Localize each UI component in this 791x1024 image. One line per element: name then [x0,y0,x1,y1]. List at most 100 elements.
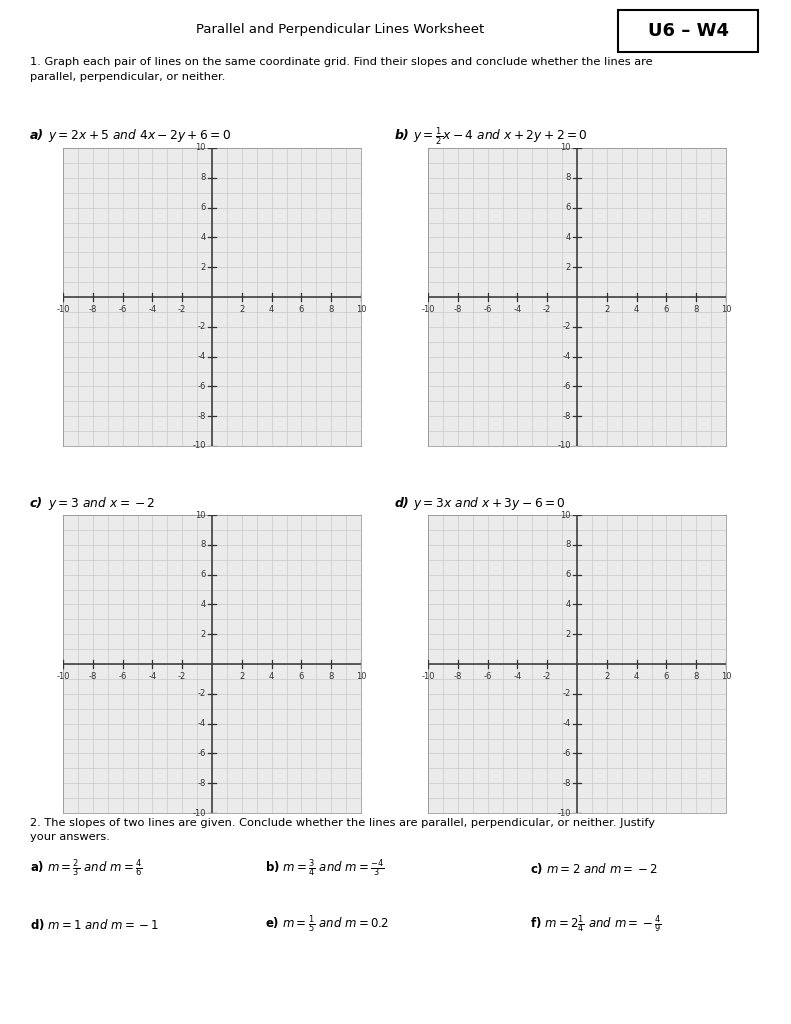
Text: 8: 8 [201,541,206,549]
Text: 6: 6 [664,672,669,681]
Text: c): c) [30,498,44,511]
Text: -8: -8 [562,412,571,421]
Text: 4: 4 [566,600,571,609]
Text: -4: -4 [562,352,571,361]
Text: -10: -10 [422,672,435,681]
Text: -10: -10 [192,441,206,451]
Text: 4: 4 [566,232,571,242]
Text: -2: -2 [198,689,206,698]
Text: 2: 2 [201,263,206,271]
Text: $\mathbf{c)}\ m = 2\ \mathit{and}\ m = -2$: $\mathbf{c)}\ m = 2\ \mathit{and}\ m = -… [530,860,658,876]
Text: -2: -2 [543,672,551,681]
Text: 4: 4 [269,305,274,314]
Text: 10: 10 [721,672,731,681]
Text: 4: 4 [634,305,639,314]
Text: 4: 4 [634,672,639,681]
Text: 10: 10 [195,143,206,153]
Text: -10: -10 [192,809,206,817]
Text: 4: 4 [201,232,206,242]
Text: -4: -4 [513,305,521,314]
FancyBboxPatch shape [618,10,758,52]
Text: 2: 2 [604,305,609,314]
Text: -10: -10 [558,441,571,451]
Text: -2: -2 [543,305,551,314]
Text: -8: -8 [198,412,206,421]
Text: 8: 8 [694,672,699,681]
Text: your answers.: your answers. [30,831,110,842]
Text: 10: 10 [356,305,366,314]
Text: -6: -6 [483,672,492,681]
Text: -8: -8 [453,305,462,314]
Text: 2: 2 [566,263,571,271]
Text: $\mathbf{a)}\ m = \frac{2}{3}\ \mathit{and}\ m = \frac{4}{6}$: $\mathbf{a)}\ m = \frac{2}{3}\ \mathit{a… [30,857,142,879]
Text: -8: -8 [89,672,97,681]
Text: -6: -6 [562,382,571,391]
Text: -2: -2 [178,305,187,314]
Text: 8: 8 [328,672,334,681]
Text: 10: 10 [561,143,571,153]
Text: -8: -8 [453,672,462,681]
Text: -10: -10 [422,305,435,314]
Text: $\mathbf{b)}\ m = \frac{3}{4}\ \mathit{and}\ m = \frac{-4}{3}$: $\mathbf{b)}\ m = \frac{3}{4}\ \mathit{a… [265,857,385,879]
Text: $\mathbf{e)}\ m = \frac{1}{5}\ \mathit{and}\ m = 0.2$: $\mathbf{e)}\ m = \frac{1}{5}\ \mathit{a… [265,913,389,935]
Text: $y = \frac{1}{2}x - 4$$\ \mathit{and}\ x + 2y + 2 = 0$: $y = \frac{1}{2}x - 4$$\ \mathit{and}\ x… [413,125,588,146]
Text: -2: -2 [562,323,571,332]
Text: 8: 8 [566,541,571,549]
Text: 2. The slopes of two lines are given. Conclude whether the lines are parallel, p: 2. The slopes of two lines are given. Co… [30,818,655,828]
Text: a): a) [30,129,44,142]
Text: -6: -6 [562,749,571,758]
Text: $\mathbf{f)}\ m = 2\frac{1}{4}\ \mathit{and}\ m = -\frac{4}{9}$: $\mathbf{f)}\ m = 2\frac{1}{4}\ \mathit{… [530,913,661,935]
Text: 10: 10 [721,305,731,314]
Text: -2: -2 [198,323,206,332]
Text: U6 – W4: U6 – W4 [648,22,729,40]
Text: -6: -6 [119,305,127,314]
Text: -8: -8 [562,778,571,787]
Text: parallel, perpendicular, or neither.: parallel, perpendicular, or neither. [30,72,225,82]
Text: 2: 2 [239,672,244,681]
Text: -8: -8 [198,778,206,787]
Text: -2: -2 [178,672,187,681]
Text: $\mathbf{d)}\ m = 1\ \mathit{and}\ m = -1$: $\mathbf{d)}\ m = 1\ \mathit{and}\ m = -… [30,916,159,932]
Text: -10: -10 [56,305,70,314]
Text: -6: -6 [198,382,206,391]
Text: d): d) [395,498,410,511]
Text: 6: 6 [299,305,304,314]
Text: 6: 6 [664,305,669,314]
Text: -2: -2 [562,689,571,698]
Text: Parallel and Perpendicular Lines Worksheet: Parallel and Perpendicular Lines Workshe… [196,24,484,37]
Text: b): b) [395,129,410,142]
Text: 6: 6 [201,203,206,212]
Text: -6: -6 [483,305,492,314]
Text: 4: 4 [269,672,274,681]
Text: -10: -10 [558,809,571,817]
Text: 6: 6 [566,570,571,580]
Text: -4: -4 [198,719,206,728]
Text: -4: -4 [513,672,521,681]
Text: 8: 8 [694,305,699,314]
Text: $y = 3\ \mathit{and}\ x = -2$: $y = 3\ \mathit{and}\ x = -2$ [48,496,155,512]
Text: 2: 2 [604,672,609,681]
Text: 4: 4 [201,600,206,609]
Text: 6: 6 [566,203,571,212]
Text: -4: -4 [198,352,206,361]
Text: 2: 2 [239,305,244,314]
Text: $y = 3x\ \mathit{and}\ x + 3y - 6 = 0$: $y = 3x\ \mathit{and}\ x + 3y - 6 = 0$ [413,496,566,512]
Text: 10: 10 [561,511,571,519]
Text: 2: 2 [201,630,206,639]
Text: 1. Graph each pair of lines on the same coordinate grid. Find their slopes and c: 1. Graph each pair of lines on the same … [30,57,653,67]
Text: -4: -4 [148,672,157,681]
Text: 2: 2 [566,630,571,639]
Text: 10: 10 [195,511,206,519]
Text: -6: -6 [198,749,206,758]
Text: -10: -10 [56,672,70,681]
Text: 10: 10 [356,672,366,681]
Text: 8: 8 [566,173,571,182]
Text: 8: 8 [201,173,206,182]
Text: 6: 6 [201,570,206,580]
Text: $y = 2x + 5$$\ \mathit{and}\ $$4x - 2y + 6 = 0$: $y = 2x + 5$$\ \mathit{and}\ $$4x - 2y +… [48,128,232,144]
Text: -4: -4 [562,719,571,728]
Text: 8: 8 [328,305,334,314]
Text: -4: -4 [148,305,157,314]
Text: 6: 6 [299,672,304,681]
Text: -6: -6 [119,672,127,681]
